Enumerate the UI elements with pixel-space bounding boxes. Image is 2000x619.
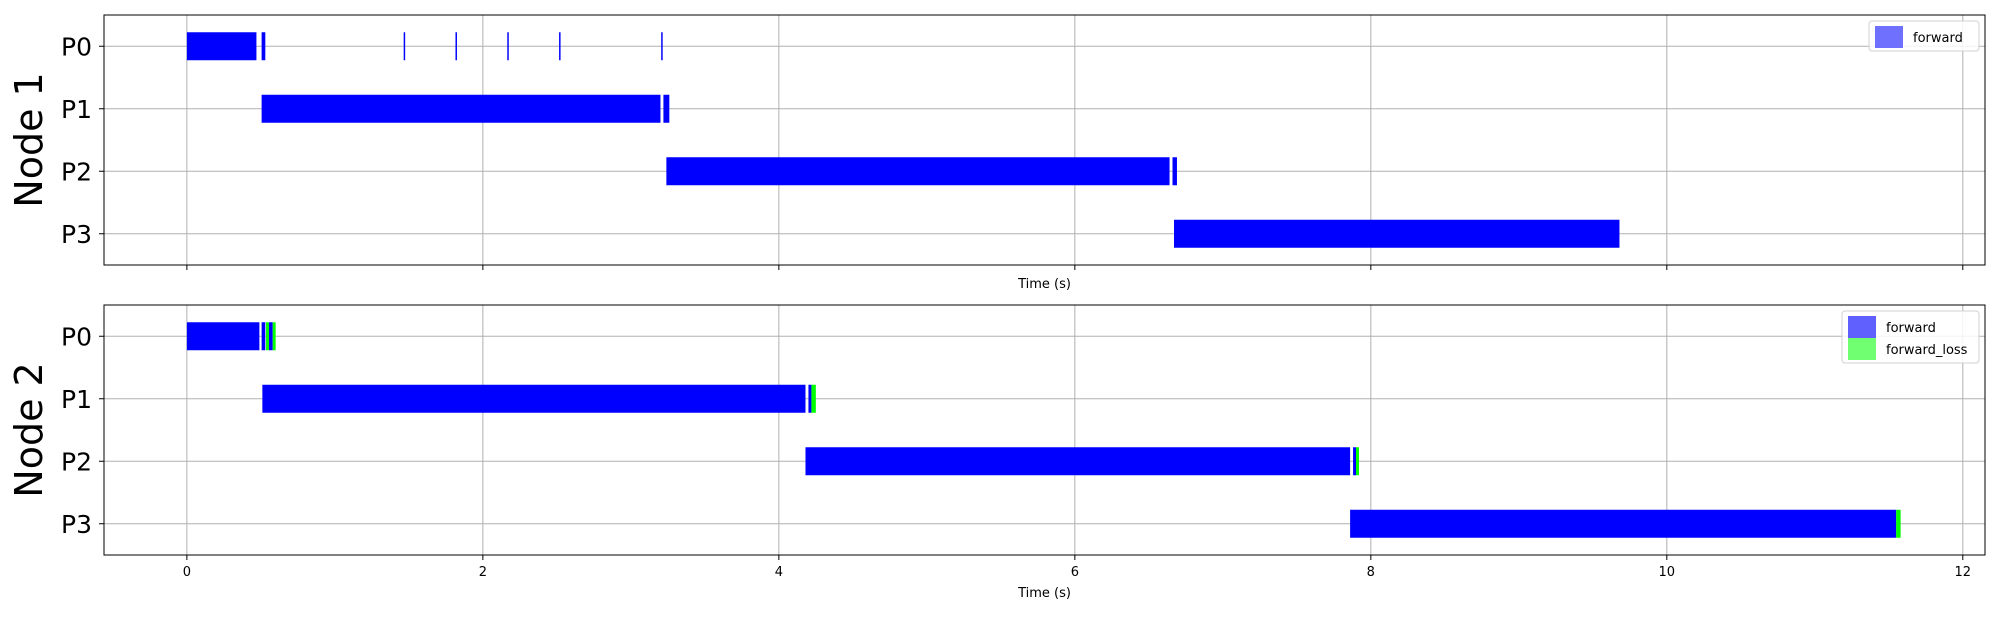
x-axis-label: Time (s) (1017, 277, 1071, 292)
bar-forward (559, 32, 561, 61)
panel-1: P0 P1 P2 P3 Time (s) Node 1 forward (7, 14, 1986, 292)
y-tick-label: P2 (61, 447, 92, 476)
legend-swatch (1848, 338, 1876, 360)
legend: forward forward_loss (1841, 310, 1980, 364)
x-tick-label: 10 (1659, 565, 1676, 580)
x-tick-label: 2 (479, 565, 487, 580)
bar-forward (663, 94, 670, 123)
legend-label: forward_loss (1886, 343, 1968, 358)
y-tick-label: P3 (61, 220, 92, 249)
bar-forward (666, 157, 1170, 186)
x-tick-label: 8 (1367, 565, 1375, 580)
legend-swatch (1875, 26, 1903, 48)
legend-label: forward (1886, 321, 1936, 336)
y-tick-label: P2 (61, 157, 92, 186)
bar-forward (261, 322, 266, 351)
bar-forward_loss (1896, 509, 1901, 538)
legend: forward (1868, 20, 1980, 52)
y-axis-label: Node 1 (7, 72, 51, 207)
y-tick-label: P0 (61, 322, 92, 351)
bar-forward (261, 32, 266, 61)
bar-forward (186, 32, 257, 61)
bar-forward (1173, 219, 1620, 248)
y-tick-label: P3 (61, 510, 92, 539)
bar-forward (507, 32, 509, 61)
bar-forward (455, 32, 457, 61)
bar-forward (403, 32, 406, 61)
y-tick-label: P1 (61, 385, 92, 414)
bar-forward_loss (272, 322, 276, 351)
legend-swatch (1848, 316, 1876, 338)
x-tick-label: 4 (775, 565, 783, 580)
x-tick-label: 0 (183, 565, 191, 580)
bar-forward (1350, 509, 1897, 538)
y-tick-label: P1 (61, 95, 92, 124)
x-tick-label: 6 (1071, 565, 1079, 580)
bar-forward (1172, 157, 1177, 186)
bar-forward (269, 322, 273, 351)
x-tick-label: 12 (1955, 565, 1972, 580)
bar-forward_loss (266, 322, 270, 351)
plot-frame (103, 304, 1986, 556)
bar-forward (1353, 447, 1357, 476)
bar-forward (808, 384, 812, 413)
legend-label: forward (1913, 31, 1963, 46)
bar-forward_loss (811, 384, 816, 413)
x-axis-label: Time (s) (1017, 586, 1071, 601)
y-axis-label: Node 2 (7, 362, 51, 497)
bar-forward_loss (1356, 447, 1359, 476)
y-tick-label: P0 (61, 32, 92, 61)
bar-forward (186, 322, 260, 351)
legend-box (1841, 310, 1980, 364)
bar-forward (805, 447, 1351, 476)
bar-forward (261, 94, 661, 123)
plot-frame (103, 14, 1986, 266)
bar-forward (661, 32, 663, 61)
bar-forward (262, 384, 806, 413)
